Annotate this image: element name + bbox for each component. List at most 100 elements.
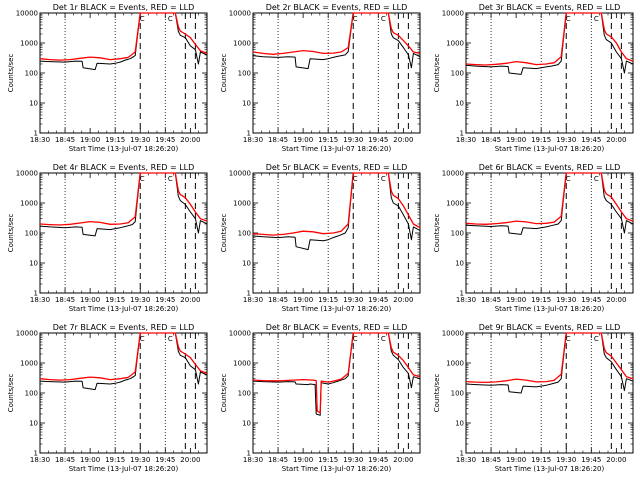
x-tick-label: 18:30 — [30, 296, 50, 304]
x-tick-label: 19:30 — [130, 456, 150, 464]
y-tick-label: 1 — [34, 130, 38, 138]
chart-panel-4: Det 4r BLACK = Events, RED = LLD 1 10 100 10… — [7, 163, 208, 313]
x-tick-label: 19:30 — [130, 136, 150, 144]
y-tick-label: 1000 — [233, 40, 251, 48]
y-tick-label: 1000 — [20, 360, 38, 368]
x-tick-label: 18:30 — [243, 456, 263, 464]
x-axis-label: Start Time (13-Jul-07 18:26:20) — [495, 145, 605, 153]
y-tick-label: 100 — [25, 70, 38, 78]
x-tick-label: 20:00 — [180, 296, 200, 304]
y-tick-label: 1 — [247, 450, 251, 458]
x-axis-label: Start Time (13-Jul-07 18:26:20) — [69, 145, 179, 153]
y-tick-label: 10000 — [16, 10, 38, 18]
y-tick-label: 100 — [451, 70, 464, 78]
x-tick-label: 19:00 — [293, 136, 313, 144]
x-axis-label: Start Time (13-Jul-07 18:26:20) — [282, 145, 392, 153]
series-line-lld — [465, 172, 634, 225]
top-marker-label: C — [353, 175, 358, 183]
y-tick-label: 100 — [451, 230, 464, 238]
x-tick-label: 19:00 — [80, 456, 100, 464]
x-tick-label: 18:30 — [456, 296, 476, 304]
x-tick-label: 18:30 — [456, 456, 476, 464]
x-tick-label: 18:30 — [30, 136, 50, 144]
x-tick-label: 19:15 — [318, 456, 338, 464]
y-axis-label: Counts/sec — [220, 374, 228, 413]
y-tick-label: 1000 — [20, 200, 38, 208]
x-tick-label: 19:00 — [506, 456, 526, 464]
chart-title: Det 4r BLACK = Events, RED = LLD — [53, 163, 195, 172]
x-tick-label: 19:45 — [368, 456, 388, 464]
y-tick-label: 10000 — [229, 10, 251, 18]
y-axis-label: Counts/sec — [7, 374, 15, 413]
top-marker-label: C — [140, 335, 145, 343]
y-tick-label: 1000 — [233, 200, 251, 208]
top-marker-label: C — [381, 175, 386, 183]
x-tick-label: 19:30 — [556, 136, 576, 144]
x-tick-label: 20:00 — [393, 136, 413, 144]
y-tick-label: 1000 — [446, 200, 464, 208]
y-axis-label: Counts/sec — [433, 54, 441, 93]
x-tick-label: 18:45 — [55, 136, 75, 144]
x-tick-label: 18:45 — [268, 296, 288, 304]
y-tick-label: 10000 — [16, 170, 38, 178]
x-tick-label: 19:30 — [556, 296, 576, 304]
y-tick-label: 1 — [460, 130, 464, 138]
top-marker-label: C — [353, 335, 358, 343]
y-tick-label: 10000 — [229, 330, 251, 338]
x-tick-label: 19:15 — [105, 136, 125, 144]
y-tick-label: 10 — [455, 100, 464, 108]
series-line-lld — [39, 12, 208, 61]
chart-title: Det 3r BLACK = Events, RED = LLD — [479, 3, 621, 12]
x-tick-label: 20:00 — [180, 136, 200, 144]
series-line-events — [465, 332, 634, 394]
y-tick-label: 10 — [29, 420, 38, 428]
y-tick-label: 10 — [242, 260, 251, 268]
y-tick-label: 10000 — [229, 170, 251, 178]
top-marker-label: C — [594, 175, 599, 183]
x-tick-label: 20:00 — [606, 296, 626, 304]
y-tick-label: 1 — [247, 290, 251, 298]
y-tick-label: 1 — [247, 130, 251, 138]
y-tick-label: 100 — [238, 70, 251, 78]
x-tick-label: 19:45 — [368, 296, 388, 304]
x-tick-label: 19:30 — [556, 456, 576, 464]
series-line-events — [465, 12, 634, 75]
y-tick-label: 10000 — [16, 330, 38, 338]
y-tick-label: 1000 — [233, 360, 251, 368]
chart-panel-6: Det 6r BLACK = Events, RED = LLD 1 10 100 10… — [433, 163, 634, 313]
series-line-lld — [39, 172, 208, 226]
top-marker-label: C — [594, 335, 599, 343]
chart-panel-8: Det 8r BLACK = Events, RED = LLD 1 10 100 10… — [220, 323, 421, 473]
x-tick-label: 19:30 — [343, 136, 363, 144]
x-tick-label: 18:45 — [481, 136, 501, 144]
x-tick-label: 19:15 — [531, 456, 551, 464]
x-tick-label: 18:45 — [481, 456, 501, 464]
y-tick-label: 10 — [455, 260, 464, 268]
y-tick-label: 1 — [34, 450, 38, 458]
chart-title: Det 6r BLACK = Events, RED = LLD — [479, 163, 621, 172]
y-tick-label: 1 — [34, 290, 38, 298]
y-tick-label: 10 — [29, 260, 38, 268]
y-tick-label: 10 — [455, 420, 464, 428]
chart-panel-2: Det 2r BLACK = Events, RED = LLD 1 10 100 10… — [220, 3, 421, 153]
series-line-events — [39, 172, 208, 237]
series-line-events — [39, 12, 208, 71]
x-tick-label: 19:30 — [343, 456, 363, 464]
chart-panel-9: Det 9r BLACK = Events, RED = LLD 1 10 100 10… — [433, 323, 634, 473]
chart-title: Det 5r BLACK = Events, RED = LLD — [266, 163, 408, 172]
chart-title: Det 2r BLACK = Events, RED = LLD — [266, 3, 408, 12]
chart-title: Det 8r BLACK = Events, RED = LLD — [266, 323, 408, 332]
x-axis-label: Start Time (13-Jul-07 18:26:20) — [495, 305, 605, 313]
x-tick-label: 19:00 — [80, 136, 100, 144]
top-marker-label: C — [566, 15, 571, 23]
top-marker-label: C — [168, 175, 173, 183]
x-tick-label: 19:00 — [293, 296, 313, 304]
chart-title: Det 1r BLACK = Events, RED = LLD — [53, 3, 195, 12]
chart-panel-5: Det 5r BLACK = Events, RED = LLD 1 10 100 10… — [220, 163, 421, 313]
x-tick-label: 19:15 — [318, 296, 338, 304]
y-tick-label: 10 — [242, 100, 251, 108]
y-axis-label: Counts/sec — [7, 54, 15, 93]
x-tick-label: 19:45 — [368, 136, 388, 144]
series-line-lld — [252, 332, 421, 414]
y-axis-label: Counts/sec — [433, 214, 441, 253]
